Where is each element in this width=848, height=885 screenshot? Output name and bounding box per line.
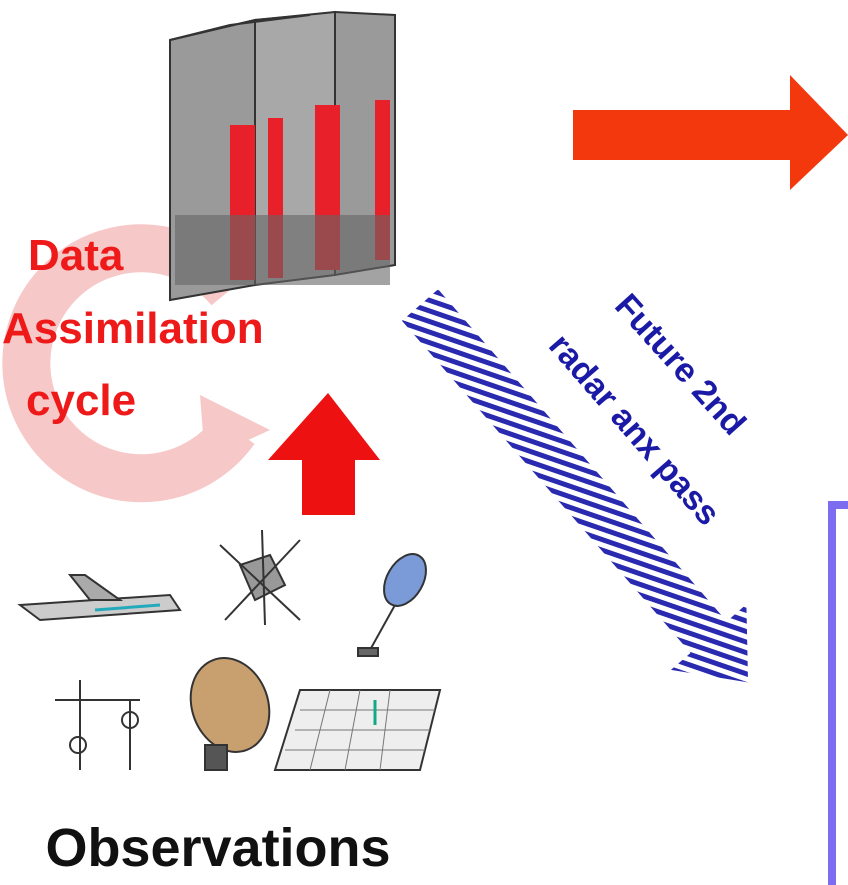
grid-map <box>275 690 440 770</box>
radar-dish <box>178 647 282 770</box>
label-line: Assimilation <box>2 304 264 353</box>
supercomputer <box>170 12 395 300</box>
satellite <box>220 530 300 625</box>
balloon <box>358 547 435 656</box>
label-line: cycle <box>26 376 136 425</box>
label-line: Data <box>28 231 124 280</box>
observations-label: Observations <box>45 818 390 878</box>
weather-station <box>55 680 140 770</box>
page: Data Assimilation cycle Future 2nd radar… <box>0 0 848 885</box>
target-box <box>832 505 848 885</box>
diagram: Data Assimilation cycle Future 2nd radar… <box>0 0 848 885</box>
future-arrow <box>382 272 786 715</box>
input-arrow <box>268 393 380 515</box>
observation-icons <box>20 530 440 770</box>
airplane <box>20 575 180 620</box>
output-arrow <box>573 75 848 190</box>
